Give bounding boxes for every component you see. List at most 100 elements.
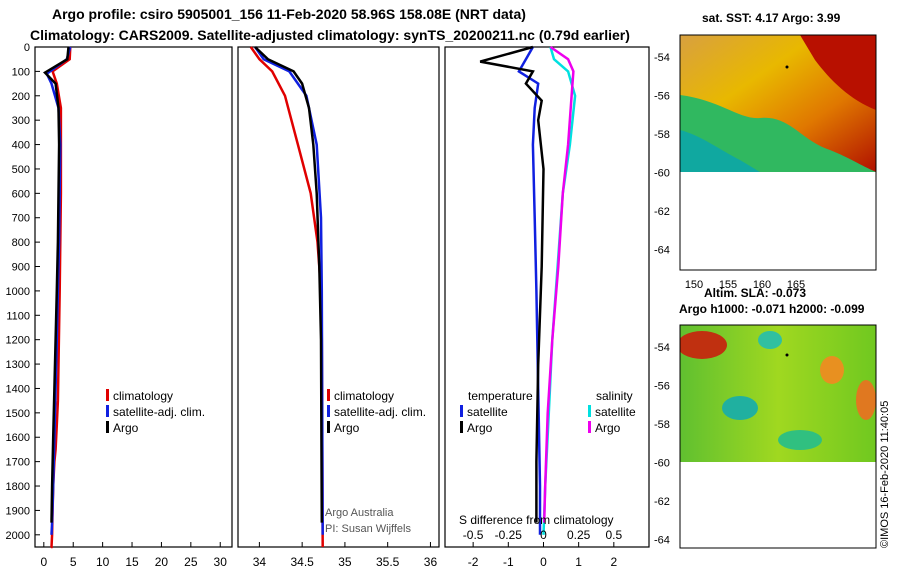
- sst-y-axis: -54 -56 -58 -60 -62 -64: [654, 52, 670, 257]
- legend-swatch-s-argo: [588, 421, 591, 433]
- x-tick-label: 15: [125, 555, 139, 569]
- depth-tick-label: 1100: [6, 310, 30, 322]
- series-line-t-argo: [479, 45, 545, 523]
- depth-tick-label: 0: [24, 42, 30, 54]
- depth-tick-label: 1200: [6, 335, 30, 347]
- sla-y-axis: -54 -56 -58 -60 -62 -64: [654, 342, 670, 547]
- sst-lon-label: 165: [787, 279, 805, 291]
- legend-title-temperature: temperature: [468, 389, 533, 403]
- legend-swatch-climatology: [106, 389, 109, 401]
- x2-tick-label: 0.25: [567, 528, 591, 542]
- sla-lat-label: -56: [654, 381, 670, 393]
- difference-legend: temperature salinity satellite Argo sate…: [460, 389, 636, 435]
- depth-tick-label: 800: [12, 237, 30, 249]
- depth-tick-label: 200: [12, 91, 30, 103]
- depth-tick-label: 400: [12, 140, 30, 152]
- salinity-legend: climatology satellite-adj. clim. Argo: [327, 389, 426, 435]
- depth-tick-label: 500: [12, 164, 30, 176]
- legend-s-satellite: satellite: [595, 405, 636, 419]
- sst-cold-core: [680, 130, 760, 172]
- x2-tick-label: -0.25: [495, 528, 523, 542]
- sla-positive-anomaly: [820, 356, 844, 384]
- legend-swatch-s-satellite: [588, 405, 591, 417]
- x-tick-label: 1: [575, 555, 582, 569]
- sst-lat-label: -56: [654, 91, 670, 103]
- x-tick-label: 34.5: [290, 555, 314, 569]
- x-tick-label: 34: [253, 555, 267, 569]
- sla-negative-anomaly: [722, 396, 758, 420]
- sla-negative-anomaly: [758, 331, 782, 349]
- depth-tick-label: 1400: [6, 383, 30, 395]
- x-tick-label: 10: [96, 555, 110, 569]
- sst-lon-label: 155: [719, 279, 737, 291]
- salinity-panel-frame: [237, 46, 440, 548]
- legend-swatch-satellite: [327, 405, 330, 417]
- series-line-argo: [43, 46, 70, 523]
- difference-panel-frame: [444, 46, 650, 548]
- x-tick-label: 30: [214, 555, 228, 569]
- depth-tick-label: 1600: [6, 432, 30, 444]
- x-tick-label: 5: [70, 555, 77, 569]
- temperature-x-axis: 0 5 10 15 20 25 30: [40, 542, 227, 569]
- credit-program: Argo Australia: [325, 507, 394, 519]
- header-title-line1: Argo profile: csiro 5905001_156 11-Feb-2…: [52, 6, 526, 22]
- x-tick-label: 2: [610, 555, 617, 569]
- sst-map: [680, 35, 876, 172]
- legend-satellite: satellite-adj. clim.: [113, 405, 205, 419]
- legend-title-salinity: salinity: [596, 389, 633, 403]
- depth-tick-label: 700: [12, 213, 30, 225]
- legend-t-satellite: satellite: [467, 405, 508, 419]
- x-tick-label: -1: [503, 555, 514, 569]
- legend-argo: Argo: [113, 421, 139, 435]
- legend-swatch-argo: [106, 421, 109, 433]
- sla-map: [680, 325, 876, 462]
- sst-map-frame: [679, 34, 877, 271]
- sst-lat-label: -64: [654, 245, 670, 257]
- legend-climatology: climatology: [334, 389, 394, 403]
- series-line-satellite-adj-clim-: [254, 46, 324, 535]
- difference-x-axis: -2 -1 0 1 2 -0.5 -0.25 0 0.25 0.5: [463, 528, 623, 569]
- x-tick-label: 20: [155, 555, 169, 569]
- series-line-argo: [254, 46, 324, 523]
- difference-series: [479, 45, 577, 535]
- series-line-t-satellite: [517, 46, 542, 535]
- sst-x-axis: 150 155 160 165: [685, 279, 805, 291]
- x-tick-label: 35.5: [376, 555, 400, 569]
- legend-swatch-satellite: [106, 405, 109, 417]
- temperature-panel-frame: [34, 46, 233, 548]
- legend-swatch-t-argo: [460, 421, 463, 433]
- difference-xlabel: S difference from climatology: [459, 513, 614, 527]
- x-tick-label: 35: [338, 555, 352, 569]
- legend-t-argo: Argo: [467, 421, 493, 435]
- depth-axis: 0 100 200 300 400 500 600 700 800 900 1000 1100 1200…: [6, 42, 40, 542]
- depth-tick-label: 1500: [6, 408, 30, 420]
- depth-tick-label: 100: [12, 66, 30, 78]
- depth-tick-label: 300: [12, 115, 30, 127]
- sla-lat-label: -54: [654, 342, 670, 354]
- x2-tick-label: -0.5: [463, 528, 484, 542]
- x-tick-label: 0: [40, 555, 47, 569]
- depth-tick-label: 1700: [6, 457, 30, 469]
- sst-lat-label: -54: [654, 52, 670, 64]
- x-tick-label: 25: [184, 555, 198, 569]
- legend-swatch-t-satellite: [460, 405, 463, 417]
- series-line-s-argo: [542, 45, 575, 523]
- depth-tick-label: 1300: [6, 359, 30, 371]
- sla-lat-label: -62: [654, 496, 670, 508]
- sst-lon-label: 160: [753, 279, 771, 291]
- credit-pi: PI: Susan Wijffels: [325, 523, 411, 535]
- depth-tick-label: 1000: [6, 286, 30, 298]
- legend-swatch-argo: [327, 421, 330, 433]
- legend-climatology: climatology: [113, 389, 173, 403]
- legend-s-argo: Argo: [595, 421, 621, 435]
- x-tick-label: 0: [540, 555, 547, 569]
- legend-satellite: satellite-adj. clim.: [334, 405, 426, 419]
- x-tick-label: 36: [424, 555, 438, 569]
- argo-position-marker: [785, 65, 789, 69]
- sst-lat-label: -58: [654, 129, 670, 141]
- sla-map-title: Altim. SLA: -0.073: [704, 286, 806, 300]
- sst-lat-label: -62: [654, 206, 670, 218]
- sla-lat-label: -64: [654, 535, 670, 547]
- sla-lat-label: -58: [654, 419, 670, 431]
